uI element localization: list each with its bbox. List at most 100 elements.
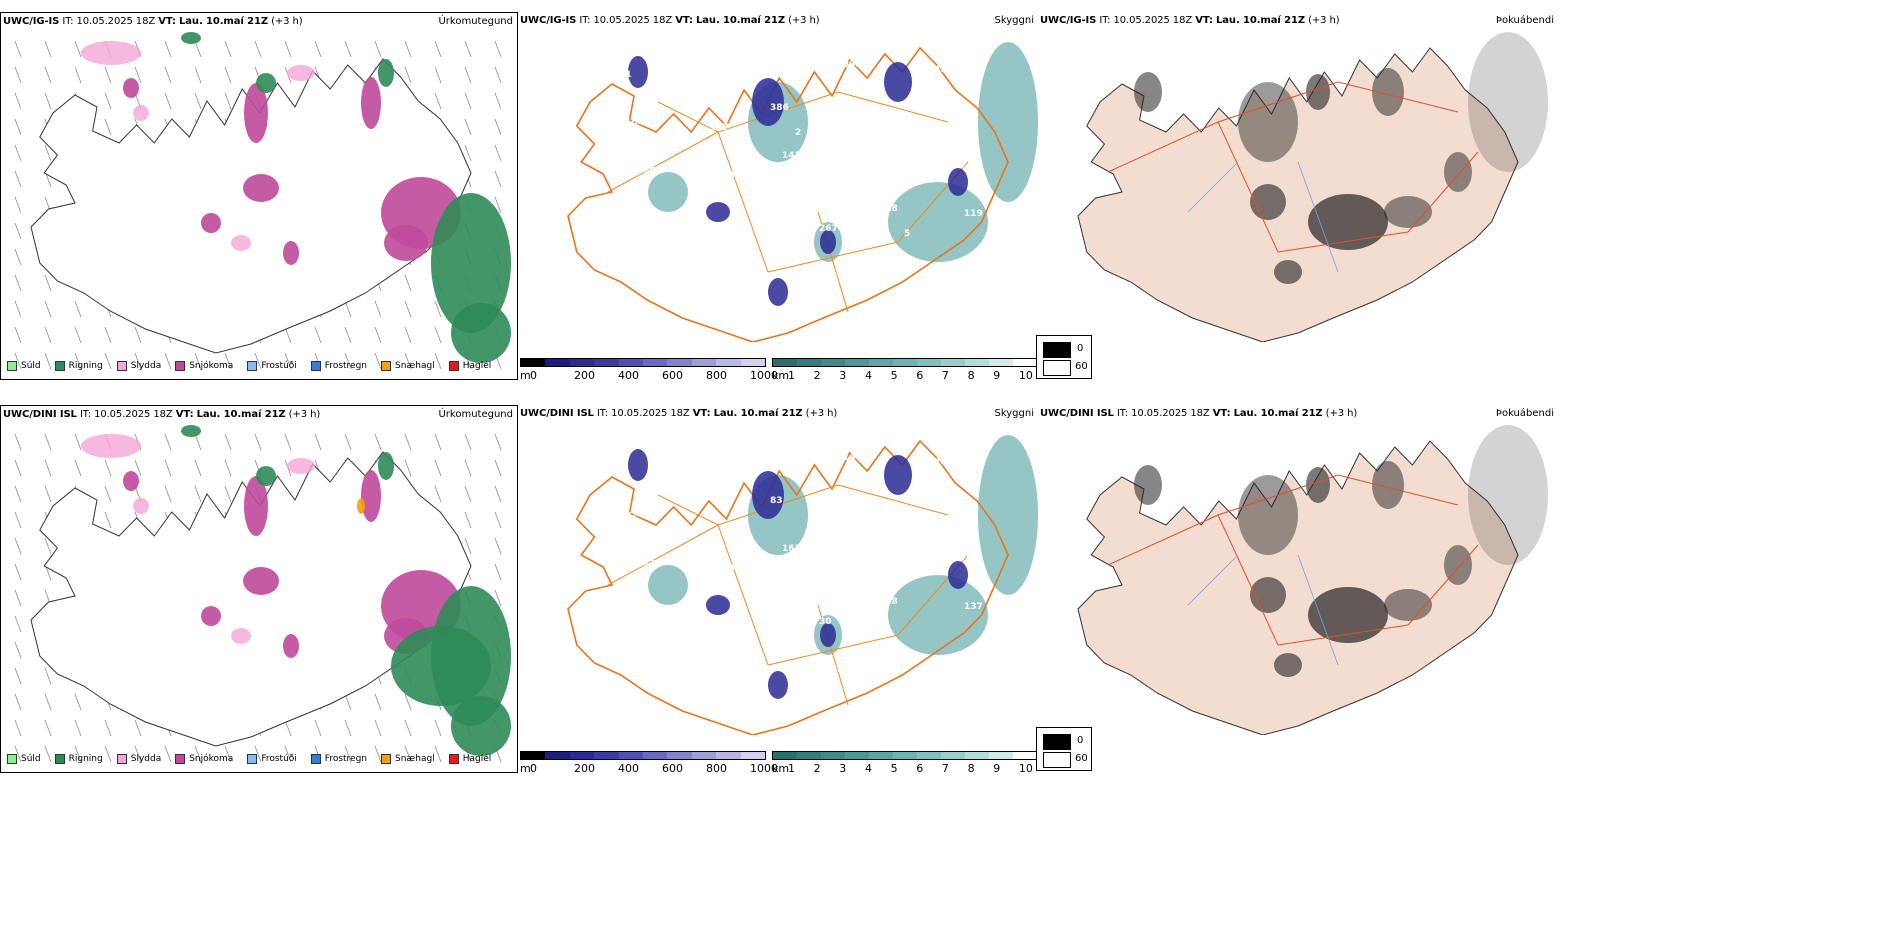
legend-item: Frostúði bbox=[247, 754, 297, 764]
wind-barb bbox=[44, 537, 52, 555]
legend-label: Snjókoma bbox=[189, 754, 234, 764]
fog-field bbox=[1134, 32, 1548, 284]
road bbox=[657, 494, 719, 526]
wind-barb bbox=[74, 693, 82, 711]
wind-barb bbox=[104, 326, 112, 344]
colorbar-bin bbox=[989, 359, 1013, 366]
fog-map bbox=[1077, 32, 1548, 342]
cloud-base-label: 373 bbox=[831, 272, 850, 282]
wind-barb bbox=[344, 352, 352, 370]
wind-barb bbox=[434, 40, 442, 58]
cloud-base-label: 175 bbox=[588, 438, 607, 448]
snow-area bbox=[361, 77, 381, 129]
rain-area bbox=[451, 696, 511, 756]
colorbar-tick: 1000 bbox=[750, 762, 778, 775]
panel-header: UWC/DINI ISL IT: 10.05.2025 18Z VT: Lau.… bbox=[3, 409, 321, 420]
wind-barb bbox=[374, 693, 382, 711]
wind-barb bbox=[254, 745, 262, 763]
wind-barb bbox=[194, 745, 202, 763]
wind-barb bbox=[494, 485, 502, 503]
fog-area bbox=[1238, 82, 1298, 162]
colorbar-tick: 800 bbox=[706, 369, 727, 382]
road bbox=[1217, 81, 1339, 123]
wind-barb bbox=[494, 92, 502, 110]
colorbar-bin bbox=[845, 752, 869, 759]
cloud-base-label: 137 bbox=[964, 602, 983, 612]
colorbar-bin bbox=[667, 752, 692, 759]
wind-barb bbox=[194, 92, 202, 110]
ceiling-area bbox=[948, 168, 968, 196]
road bbox=[1107, 514, 1219, 566]
colorbar-tick: 5 bbox=[890, 762, 898, 775]
wind-barb bbox=[434, 352, 442, 370]
precip-map bbox=[14, 32, 511, 370]
fog-legend-white bbox=[1043, 752, 1071, 768]
colorbar-bin bbox=[569, 752, 595, 759]
wind-barb bbox=[44, 92, 52, 110]
wind-barb bbox=[14, 170, 22, 188]
wind-barb bbox=[464, 144, 472, 162]
road bbox=[837, 91, 949, 123]
wind-barb bbox=[224, 66, 232, 84]
road bbox=[1407, 151, 1479, 233]
wind-barb bbox=[224, 433, 232, 451]
legend-label: Frostúði bbox=[261, 361, 297, 371]
wind-barb bbox=[314, 326, 322, 344]
colorbar-bin bbox=[773, 359, 797, 366]
wind-barb bbox=[374, 719, 382, 737]
iceland-land bbox=[1077, 47, 1519, 342]
cloud-base-label: 154 bbox=[588, 45, 607, 55]
colorbar-bin bbox=[893, 752, 917, 759]
colorbar-tick: 9 bbox=[993, 762, 1001, 775]
panel-title: Úrkomutegund bbox=[438, 409, 513, 420]
fog-area bbox=[1134, 465, 1162, 505]
cloud-base-label: 386 bbox=[770, 103, 789, 113]
wind-barb bbox=[14, 433, 22, 451]
wind-barb bbox=[284, 719, 292, 737]
wind-barb bbox=[134, 326, 142, 344]
cloud-base-label: 48 bbox=[952, 161, 965, 171]
fog-area bbox=[1444, 545, 1472, 585]
wind-barb bbox=[344, 745, 352, 763]
wind-barb bbox=[374, 352, 382, 370]
cloud-base-label: 277 bbox=[649, 607, 668, 617]
legend-item: Slydda bbox=[116, 361, 161, 371]
cloud-base-label: 2 bbox=[795, 128, 801, 138]
colorbar-tick: 0 bbox=[530, 762, 537, 775]
panel-header: UWC/IG-IS IT: 10.05.2025 18Z VT: Lau. 10… bbox=[1040, 15, 1340, 26]
legend-item: Frostregn bbox=[310, 361, 367, 371]
ceiling-area bbox=[820, 623, 836, 647]
wind-barb bbox=[14, 274, 22, 292]
legend-label: Snæhagl bbox=[395, 754, 435, 764]
wind-barb bbox=[44, 719, 52, 737]
road bbox=[767, 634, 899, 666]
wind-barb bbox=[14, 511, 22, 529]
wind-barb bbox=[14, 667, 22, 685]
road bbox=[607, 524, 719, 586]
ceiling-area bbox=[948, 561, 968, 589]
wind-barb bbox=[74, 433, 82, 451]
colorbar-bin bbox=[893, 359, 917, 366]
colorbar-bin bbox=[1013, 359, 1037, 366]
colorbar-bin bbox=[643, 359, 668, 366]
precip-map bbox=[14, 425, 511, 763]
wind-barb bbox=[74, 40, 82, 58]
colorbar-tick: 8 bbox=[967, 762, 975, 775]
legend-swatch bbox=[381, 754, 392, 764]
wind-barb bbox=[44, 352, 52, 370]
colorbar-bin bbox=[716, 359, 741, 366]
cloud-base-label: 417 bbox=[673, 443, 692, 453]
road bbox=[837, 484, 949, 516]
wind-barb bbox=[434, 433, 442, 451]
wind-barb bbox=[374, 745, 382, 763]
rain-area bbox=[431, 193, 511, 333]
colorbar-tick: 8 bbox=[967, 369, 975, 382]
wind-barb bbox=[14, 40, 22, 58]
panel-header: UWC/DINI ISL IT: 10.05.2025 18Z VT: Lau.… bbox=[520, 408, 838, 419]
river bbox=[1187, 161, 1239, 213]
river bbox=[1187, 554, 1239, 606]
legend-swatch bbox=[247, 361, 258, 371]
legend-label: Snæhagl bbox=[395, 361, 435, 371]
sleet-area bbox=[231, 235, 251, 251]
colorbar-tick: 400 bbox=[618, 762, 639, 775]
